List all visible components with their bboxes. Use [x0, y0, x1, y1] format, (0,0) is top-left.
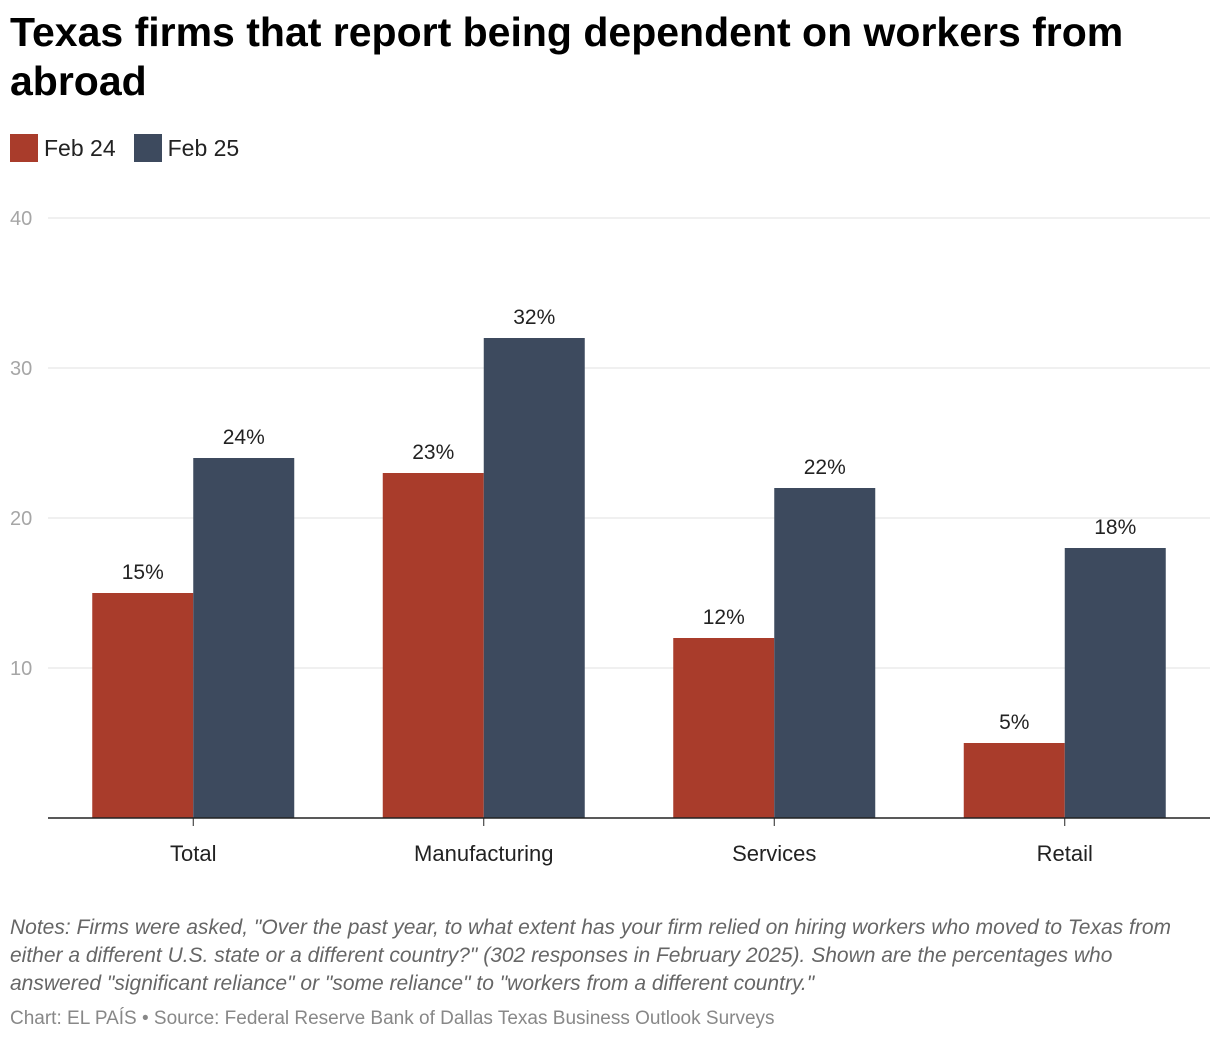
- y-tick-label: 20: [10, 508, 32, 530]
- legend-swatch-feb-24: [10, 134, 38, 162]
- legend-label-feb-25: Feb 25: [167, 134, 240, 161]
- data-label: 22%: [804, 456, 846, 479]
- legend-item-feb-24: Feb 24: [10, 134, 116, 162]
- bar: [963, 743, 1065, 818]
- category-label: Total: [170, 841, 216, 866]
- y-tick-label: 30: [10, 358, 32, 380]
- category-label: Retail: [1037, 841, 1093, 866]
- legend: Feb 24 Feb 25: [10, 133, 257, 163]
- data-label: 12%: [703, 606, 745, 629]
- bar: [483, 338, 585, 818]
- data-label: 5%: [999, 711, 1029, 734]
- data-label: 24%: [223, 426, 265, 449]
- chart-credit: Chart: EL PAÍS • Source: Federal Reserve…: [10, 1008, 775, 1029]
- data-label: 23%: [412, 441, 454, 464]
- legend-swatch-feb-25: [133, 134, 162, 162]
- y-tick-label: 40: [10, 208, 32, 230]
- bar: [774, 488, 876, 818]
- data-label: 15%: [122, 561, 164, 584]
- data-label: 32%: [513, 306, 555, 329]
- category-label: Services: [732, 841, 816, 866]
- legend-label-feb-24: Feb 24: [44, 134, 116, 161]
- bar: [382, 473, 484, 818]
- bar-chart: 10 20 30 40 15% 24% Total 23% 32% Manufacturing 12…: [10, 208, 1210, 866]
- category-label: Manufacturing: [414, 841, 553, 866]
- data-label: 18%: [1094, 516, 1136, 539]
- chart-notes: Notes: Firms were asked, "Over the past …: [10, 916, 1171, 995]
- bar: [193, 458, 295, 818]
- bar: [92, 593, 194, 818]
- legend-item-feb-25: Feb 25: [133, 134, 240, 162]
- y-tick-label: 10: [10, 658, 32, 680]
- bar: [1064, 548, 1166, 818]
- bar: [673, 638, 775, 818]
- chart-title: Texas firms that report being dependent …: [10, 9, 1124, 104]
